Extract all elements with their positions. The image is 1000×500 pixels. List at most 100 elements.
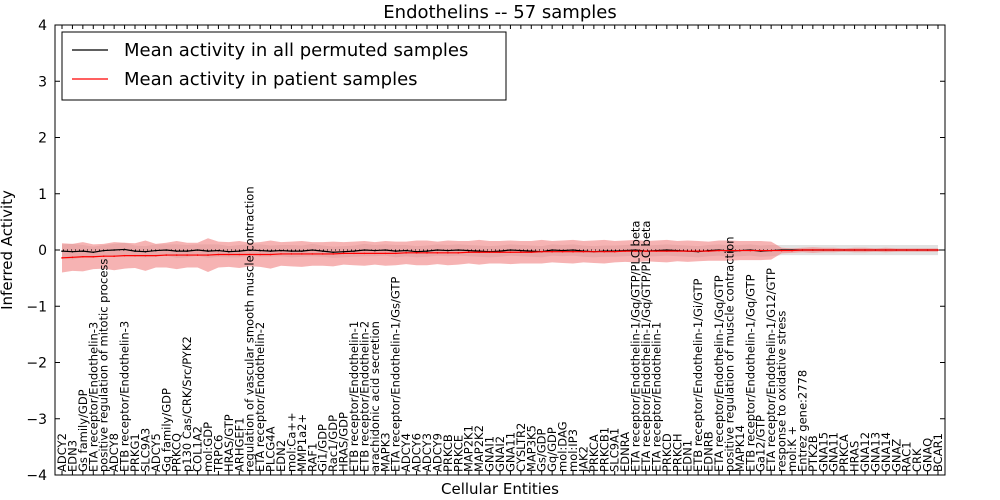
point-series-1-33 xyxy=(405,249,407,252)
x-tick-label: GNAQ xyxy=(921,438,935,472)
legend-box xyxy=(61,31,507,101)
point-series-2-59 xyxy=(676,250,679,252)
point-series-1-18 xyxy=(248,249,251,251)
x-tick-label: ETA receptor/Endothelin-3 xyxy=(86,322,100,472)
point-series-1-32 xyxy=(394,250,397,252)
point-series-2-43 xyxy=(509,251,512,254)
point-series-1-11 xyxy=(175,250,178,252)
point-series-2-56 xyxy=(645,250,647,252)
point-series-2-36 xyxy=(436,252,439,254)
x-tick-label: EDNRA xyxy=(618,432,632,472)
x-tick-label: SLC9A1 xyxy=(608,428,622,472)
x-tick-label: MMP1a2+ xyxy=(295,414,309,472)
point-series-1-9 xyxy=(155,249,157,252)
point-series-2-47 xyxy=(551,250,553,253)
point-series-1-23 xyxy=(301,250,303,252)
point-series-2-46 xyxy=(540,250,543,253)
point-series-1-31 xyxy=(384,249,387,251)
x-tick-label: ADCY8 xyxy=(107,433,121,472)
x-tick-label: PRKCE xyxy=(451,435,465,472)
point-series-2-76 xyxy=(853,249,856,251)
x-tick-label: RAC1 xyxy=(900,441,914,472)
y-axis-ticks: 4 3 2 1 0 −1 −2 −3 −4 xyxy=(26,18,945,484)
point-series-2-33 xyxy=(405,252,407,254)
point-series-2-21 xyxy=(280,253,282,255)
x-tick-label: EDNRB xyxy=(702,431,716,472)
x-tick-label: PRKG1 xyxy=(128,433,142,472)
point-series-2-67 xyxy=(759,249,762,252)
x-tick-label: p130 Cas/CRK/Src/PYK2 xyxy=(180,336,194,472)
band-series-2 xyxy=(62,238,938,273)
legend-label-2: Mean activity in patient samples xyxy=(124,69,418,90)
x-tick-label: ARHGEF1 xyxy=(232,417,246,472)
point-series-1-8 xyxy=(144,250,147,253)
x-tick-label: ADCY2 xyxy=(55,433,69,472)
point-series-2-12 xyxy=(186,254,188,256)
point-series-2-68 xyxy=(770,249,772,252)
x-tick-label: PLCG4A xyxy=(264,426,278,472)
x-tick-label: HRAS xyxy=(848,441,862,472)
point-series-1-24 xyxy=(311,249,314,251)
x-tick-label: MAP2K2 xyxy=(472,425,486,472)
x-tick-label: PRKCA xyxy=(587,434,601,472)
point-series-1-15 xyxy=(217,249,220,252)
y-axis-label: Inferred Activity xyxy=(0,190,16,310)
x-tick-label: GNAI2 xyxy=(493,436,507,472)
x-tick-label: mol:GDP xyxy=(201,422,215,472)
y-tick-label: 0 xyxy=(38,243,47,259)
point-series-2-65 xyxy=(739,249,741,252)
x-tick-label: ETA receptor/Endothelin-1/Gq/GTP/PLC bet… xyxy=(639,221,653,472)
point-series-2-41 xyxy=(488,251,491,254)
x-tick-label: Gs family/GDP xyxy=(76,389,90,472)
point-series-2-74 xyxy=(832,249,835,251)
point-series-2-50 xyxy=(582,250,585,253)
point-series-2-60 xyxy=(686,250,689,252)
point-series-2-3 xyxy=(92,255,95,258)
point-series-2-45 xyxy=(530,251,533,254)
x-tick-label: GNAZ xyxy=(889,439,903,472)
x-tick-label: HRAS/GDP xyxy=(337,412,351,472)
y-tick-label: 4 xyxy=(38,18,47,34)
x-tick-label: Ga12/GTP xyxy=(754,415,768,472)
point-series-2-42 xyxy=(499,251,501,254)
legend-label-1: Mean activity in all permuted samples xyxy=(124,40,468,61)
x-tick-label: GNA14 xyxy=(879,432,893,472)
x-tick-label: Rac1/GDP xyxy=(326,415,340,472)
point-series-2-40 xyxy=(478,251,480,254)
point-series-1-36 xyxy=(436,249,439,251)
x-tick-label: Gs/GDP xyxy=(535,428,549,472)
point-series-2-24 xyxy=(311,253,314,255)
point-series-2-19 xyxy=(259,253,261,256)
x-tick-label: ETA receptor/Endothelin-1/Gs/GTP xyxy=(389,277,403,472)
point-series-2-34 xyxy=(415,252,418,254)
point-series-1-29 xyxy=(363,249,366,251)
point-series-2-75 xyxy=(843,249,845,251)
point-series-2-13 xyxy=(196,254,199,256)
x-tick-label: PRKCA xyxy=(837,434,851,472)
point-series-1-1 xyxy=(71,250,74,253)
point-series-2-39 xyxy=(467,251,470,254)
point-series-2-26 xyxy=(332,253,334,255)
point-series-1-6 xyxy=(123,248,126,251)
point-series-2-1 xyxy=(71,256,74,259)
point-series-1-5 xyxy=(113,249,115,251)
x-tick-label: CRK xyxy=(910,448,924,472)
point-series-2-57 xyxy=(655,250,658,252)
x-tick-label: ETB receptor/Endothelin-3 xyxy=(118,321,132,472)
point-series-2-79 xyxy=(885,249,887,251)
x-tick-label: ETA receptor/Endothelin-1/G12/GTP xyxy=(764,268,778,472)
point-series-2-5 xyxy=(113,255,115,257)
point-series-1-48 xyxy=(561,249,564,252)
x-tick-label: PRKCD xyxy=(660,433,674,472)
point-series-1-10 xyxy=(165,249,168,251)
point-series-1-28 xyxy=(353,250,355,252)
point-series-2-54 xyxy=(624,250,626,252)
x-tick-label: GNA11 xyxy=(827,432,841,472)
point-series-1-19 xyxy=(259,249,261,252)
x-tick-label: ETB receptor/Endothelin-1 xyxy=(347,321,361,472)
x-tick-label: positive regulation of muscle contractio… xyxy=(722,236,736,472)
x-tick-label: SLC9A3 xyxy=(138,428,152,472)
point-series-1-38 xyxy=(457,249,460,251)
point-series-1-17 xyxy=(238,250,241,252)
point-series-2-58 xyxy=(666,250,668,252)
